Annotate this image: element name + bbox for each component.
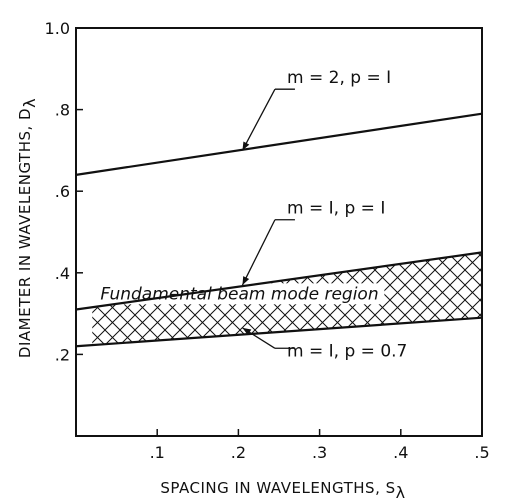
- y-tick-label: .4: [55, 264, 70, 283]
- series-label: m = I, p = 0.7: [287, 341, 407, 361]
- series-line: [75, 112, 483, 176]
- axis-ticks: .1 .2 .3 .4 .5 .2 .4 .6 .8 1.0: [45, 19, 490, 462]
- x-tick-label: .5: [474, 443, 489, 462]
- annotation-arrowhead: [242, 276, 250, 286]
- x-tick-label: .3: [312, 443, 327, 462]
- series-lines: [75, 112, 483, 348]
- series-label: m = I, p = I: [287, 199, 385, 219]
- series-line: [75, 316, 483, 348]
- x-tick-label: .4: [393, 443, 408, 462]
- y-tick-label: 1.0: [45, 19, 70, 38]
- series-annotations: m = 2, p = I m = I, p = I m = I, p = 0.7: [241, 68, 407, 361]
- series-label: m = 2, p = I: [287, 68, 391, 88]
- y-tick-label: .2: [55, 345, 70, 364]
- region-label-backdrop: [98, 283, 385, 305]
- y-tick-label: .8: [55, 101, 70, 120]
- x-axis-title: SPACING IN WAVELENGTHS, Sλ: [160, 479, 405, 502]
- annotation-pointer: [241, 219, 276, 286]
- annotation-arrowhead: [242, 327, 252, 336]
- x-tick-label: .1: [150, 443, 165, 462]
- y-tick-label: .6: [55, 182, 70, 201]
- plot-frame: [75, 27, 483, 437]
- region-label: Fundamental beam mode region: [100, 284, 378, 304]
- annotation-arrowhead: [242, 141, 250, 151]
- y-axis-title: DIAMETER IN WAVELENGTHS, Dλ: [16, 98, 39, 358]
- x-tick-label: .2: [231, 443, 246, 462]
- series-line: [75, 251, 483, 311]
- annotation-pointer: [241, 88, 276, 151]
